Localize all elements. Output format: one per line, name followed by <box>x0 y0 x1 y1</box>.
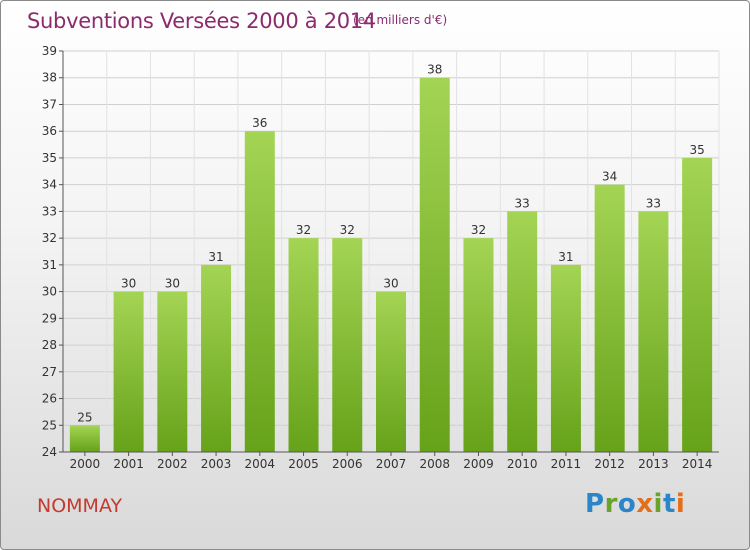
y-tick-label: 28 <box>42 338 57 352</box>
y-tick-label: 37 <box>42 97 57 111</box>
x-tick-label: 2011 <box>551 457 582 471</box>
x-tick-label: 2004 <box>245 457 276 471</box>
y-tick-label: 25 <box>42 418 57 432</box>
data-label: 34 <box>602 170 617 184</box>
y-tick-label: 34 <box>42 178 57 192</box>
chart-subtitle: (en milliers d'€) <box>353 13 448 27</box>
bar <box>69 425 100 452</box>
data-label: 31 <box>208 250 223 264</box>
x-tick-label: 2007 <box>376 457 407 471</box>
bar <box>244 131 275 452</box>
y-tick-label: 30 <box>42 285 57 299</box>
axes: 24 25 26 27 28 29 30 31 32 33 34 35 36 37 38 39 2000 2001… <box>42 44 719 471</box>
data-label: 32 <box>296 223 311 237</box>
data-label: 33 <box>646 196 661 210</box>
y-tick-label: 36 <box>42 124 57 138</box>
data-label: 30 <box>165 277 180 291</box>
bar <box>157 291 188 452</box>
proxiti-logo: Proxiti <box>585 489 686 519</box>
bar <box>419 77 450 452</box>
bar <box>463 238 494 452</box>
x-tick-label: 2003 <box>201 457 232 471</box>
x-tick-label: 2013 <box>638 457 669 471</box>
value-labels: 25 30 30 31 36 32 32 30 38 32 33 31 34 33 35 <box>77 63 705 425</box>
x-tick-label: 2001 <box>113 457 144 471</box>
y-tick-label: 38 <box>42 71 57 85</box>
y-tick-label: 31 <box>42 258 57 272</box>
commune-name: NOMMAY <box>37 495 123 517</box>
y-tick-label: 29 <box>42 311 57 325</box>
x-tick-label: 2014 <box>682 457 713 471</box>
x-tick-label: 2002 <box>157 457 188 471</box>
bar <box>201 264 232 452</box>
bar <box>332 238 363 452</box>
data-label: 31 <box>558 250 573 264</box>
y-tick-label: 24 <box>42 445 57 459</box>
data-label: 38 <box>427 63 442 77</box>
data-label: 33 <box>515 196 530 210</box>
data-label: 25 <box>77 410 92 424</box>
data-label: 35 <box>689 143 704 157</box>
bar <box>288 238 319 452</box>
data-label: 32 <box>340 223 355 237</box>
y-tick-label: 39 <box>42 44 57 58</box>
bar <box>638 211 669 452</box>
bars <box>69 77 713 452</box>
chart-title: Subventions Versées 2000 à 2014 <box>27 9 376 33</box>
data-label: 32 <box>471 223 486 237</box>
y-tick-label: 26 <box>42 392 57 406</box>
data-label: 30 <box>121 277 136 291</box>
bar <box>594 184 625 452</box>
y-tick-label: 35 <box>42 151 57 165</box>
bar <box>682 157 713 452</box>
x-tick-label: 2012 <box>594 457 625 471</box>
x-tick-label: 2005 <box>288 457 319 471</box>
y-tick-label: 32 <box>42 231 57 245</box>
x-tick-label: 2008 <box>419 457 450 471</box>
y-tick-label: 27 <box>42 365 57 379</box>
x-tick-label: 2006 <box>332 457 363 471</box>
x-tick-label: 2010 <box>507 457 538 471</box>
data-label: 36 <box>252 116 267 130</box>
bar <box>507 211 538 452</box>
x-tick-label: 2009 <box>463 457 494 471</box>
bar <box>550 264 581 452</box>
x-tick-label: 2000 <box>70 457 101 471</box>
bar <box>113 291 144 452</box>
data-label: 30 <box>383 277 398 291</box>
y-tick-label: 33 <box>42 204 57 218</box>
bar <box>376 291 406 452</box>
